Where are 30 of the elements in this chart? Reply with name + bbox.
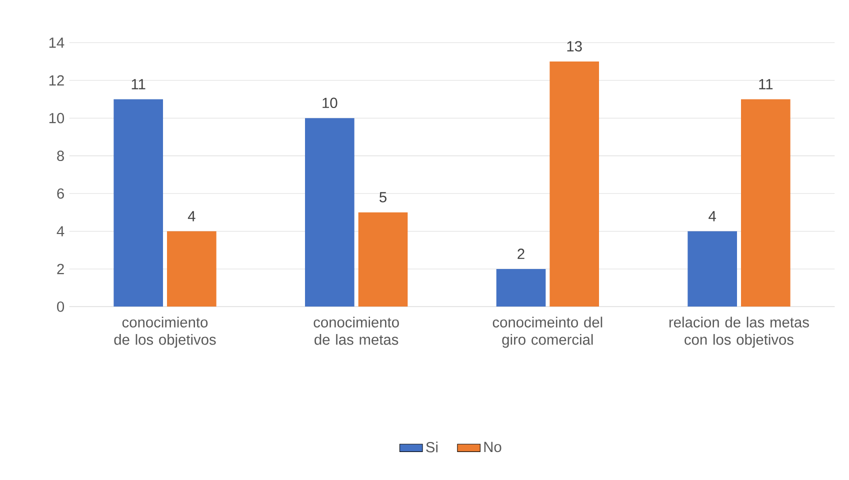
y-tick-label: 2 (57, 264, 64, 274)
data-label: 5 (380, 192, 386, 202)
bar (305, 118, 354, 307)
y-tick-label: 10 (49, 112, 64, 124)
legend-label: No (484, 442, 502, 452)
bar (688, 231, 738, 307)
data-label: 4 (188, 211, 196, 222)
x-tick-label: conocimeinto del giro comercial (492, 316, 602, 348)
data-label: 10 (322, 98, 338, 108)
bar (550, 62, 600, 307)
y-tick-label: 6 (57, 188, 64, 199)
data-label: 2 (518, 248, 524, 259)
x-tick-label: conocimiento de las metas (314, 316, 399, 345)
bar (358, 212, 408, 307)
y-tick-label: 8 (57, 150, 64, 162)
x-tick-label: relacion de las metas con los objetivos (669, 316, 809, 348)
data-label: 4 (708, 211, 716, 222)
data-label: 11 (132, 79, 146, 90)
y-tick-label: 4 (56, 226, 64, 236)
y-tick-label: 14 (49, 38, 64, 48)
data-label: 11 (759, 79, 773, 90)
y-tick-label: 12 (49, 75, 64, 86)
bar (741, 99, 790, 307)
bar (114, 99, 164, 307)
bar (496, 268, 546, 307)
bar (167, 231, 216, 307)
data-label: 13 (567, 41, 582, 52)
legend-label: Si (426, 442, 438, 452)
y-tick-label: 0 (57, 301, 64, 312)
x-tick-label: conocimiento de los objetivos (114, 316, 216, 348)
